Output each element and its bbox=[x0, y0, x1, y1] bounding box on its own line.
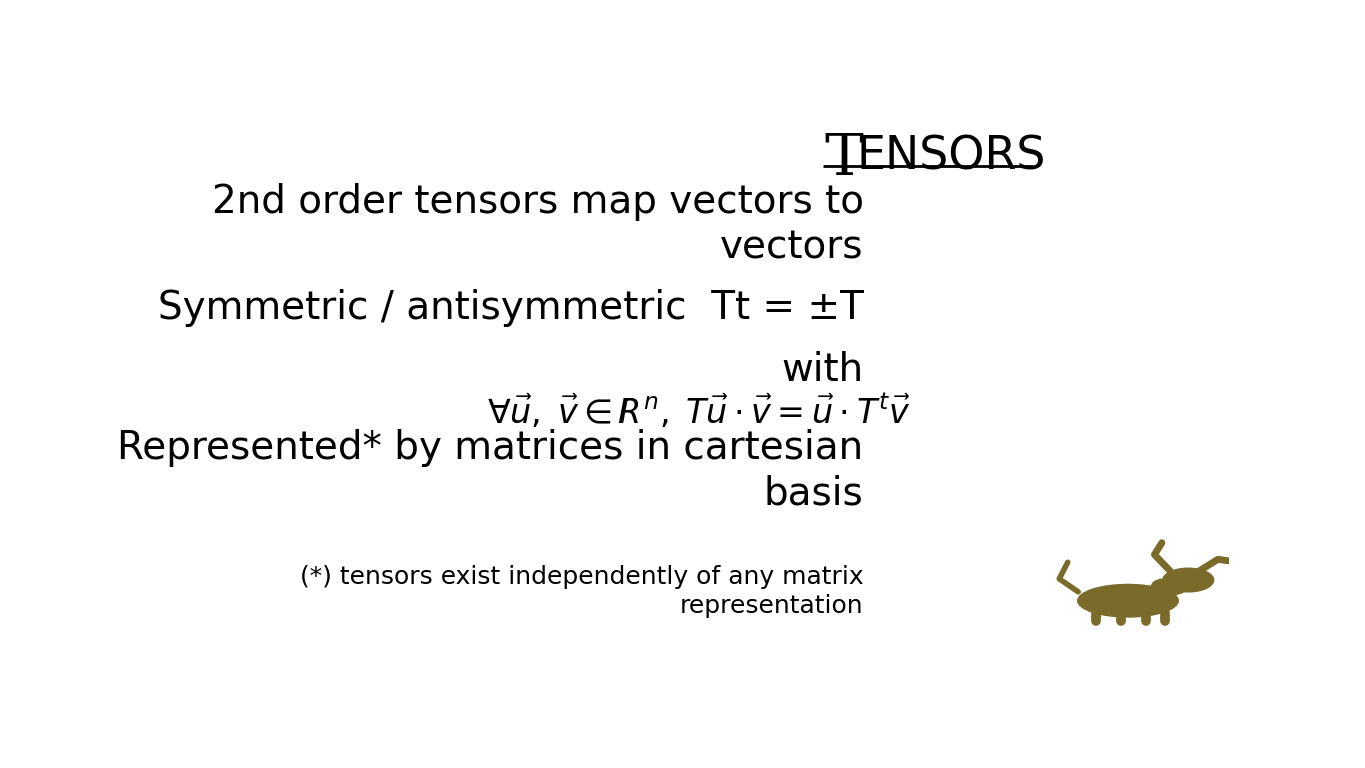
Ellipse shape bbox=[1163, 568, 1213, 592]
Ellipse shape bbox=[1078, 584, 1178, 617]
Text: Symmetric / antisymmetric  Tt = ±T: Symmetric / antisymmetric Tt = ±T bbox=[158, 289, 864, 327]
Text: Represented* by matrices in cartesian
basis: Represented* by matrices in cartesian ba… bbox=[117, 429, 864, 512]
Text: T: T bbox=[824, 131, 864, 187]
Text: $\forall\vec{u},\;\vec{v}\in I\!\!R^n,\;T\vec{u}\cdot\vec{v}=\vec{u}\cdot T^t\ve: $\forall\vec{u},\;\vec{v}\in I\!\!R^n,\;… bbox=[487, 392, 912, 431]
Text: with: with bbox=[781, 351, 864, 389]
Text: ENSORS: ENSORS bbox=[856, 134, 1046, 180]
Text: 2nd order tensors map vectors to
vectors: 2nd order tensors map vectors to vectors bbox=[212, 184, 864, 267]
Text: (*) tensors exist independently of any matrix
representation: (*) tensors exist independently of any m… bbox=[300, 565, 864, 618]
